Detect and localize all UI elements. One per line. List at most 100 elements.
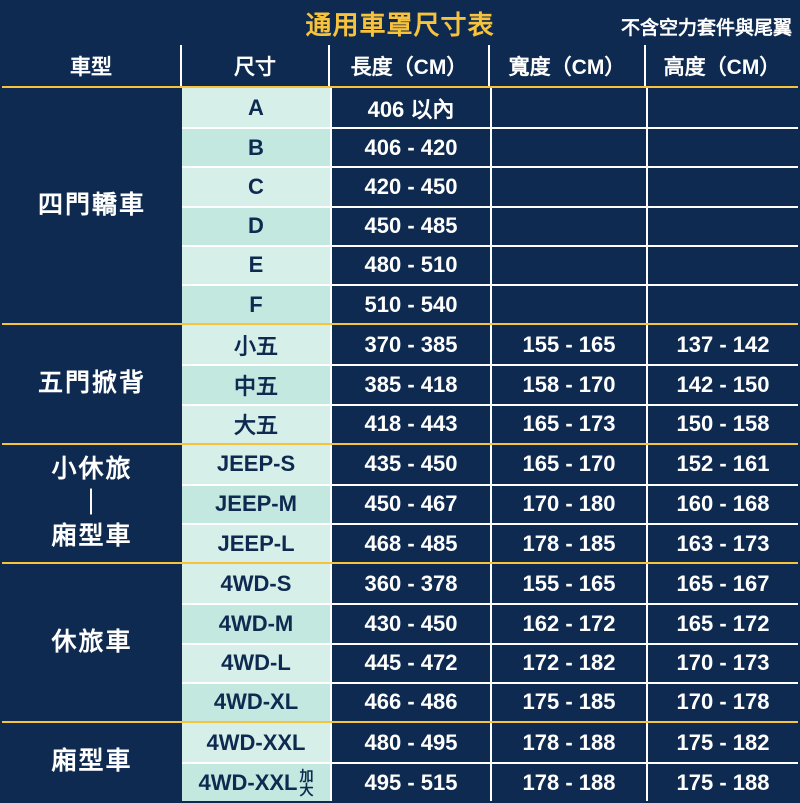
- width-cell: 155 - 165: [490, 564, 646, 603]
- length-cell: 495 - 515: [330, 764, 490, 801]
- width-cell: 158 - 170: [490, 366, 646, 403]
- table-row: C420 - 450: [182, 166, 798, 205]
- size-cell: 中五: [182, 366, 330, 403]
- header-width: 寬度（CM）: [490, 45, 646, 86]
- length-cell: 420 - 450: [330, 168, 490, 205]
- table-row: JEEP-S435 - 450165 - 170152 - 161: [182, 445, 798, 484]
- group-rows: A406 以內B406 - 420C420 - 450D450 - 485E48…: [182, 88, 798, 323]
- height-cell: 142 - 150: [646, 366, 798, 403]
- group: 廂型車4WD-XXL480 - 495178 - 188175 - 1824WD…: [2, 721, 798, 801]
- length-cell: 480 - 510: [330, 247, 490, 284]
- height-cell: [646, 129, 798, 166]
- width-cell: 178 - 188: [490, 764, 646, 801]
- height-cell: 165 - 172: [646, 605, 798, 642]
- table-row: D450 - 485: [182, 206, 798, 245]
- header-length: 長度（CM）: [330, 45, 490, 86]
- height-cell: [646, 168, 798, 205]
- height-cell: 170 - 178: [646, 684, 798, 721]
- group-label: 四門轎車: [2, 88, 182, 323]
- width-cell: [490, 247, 646, 284]
- height-cell: 165 - 167: [646, 564, 798, 603]
- group: 休旅車4WD-S360 - 378155 - 165165 - 1674WD-M…: [2, 562, 798, 721]
- group: 四門轎車A406 以內B406 - 420C420 - 450D450 - 48…: [2, 86, 798, 323]
- header-size: 尺寸: [182, 45, 330, 86]
- table-row: E480 - 510: [182, 245, 798, 284]
- height-cell: 150 - 158: [646, 406, 798, 443]
- table-row: B406 - 420: [182, 127, 798, 166]
- table-row: 大五418 - 443165 - 173150 - 158: [182, 404, 798, 443]
- length-cell: 385 - 418: [330, 366, 490, 403]
- table-row: 4WD-L445 - 472172 - 182170 - 173: [182, 643, 798, 682]
- length-cell: 360 - 378: [330, 564, 490, 603]
- group-rows: 4WD-S360 - 378155 - 165165 - 1674WD-M430…: [182, 564, 798, 721]
- table-note: 不含空力套件與尾翼: [621, 13, 792, 40]
- height-cell: [646, 286, 798, 323]
- title-row: 通用車罩尺寸表 不含空力套件與尾翼: [2, 2, 798, 44]
- size-cell: JEEP-M: [182, 486, 330, 523]
- width-cell: 170 - 180: [490, 486, 646, 523]
- height-cell: [646, 208, 798, 245]
- width-cell: [490, 208, 646, 245]
- width-cell: 155 - 165: [490, 325, 646, 364]
- group-label: 小休旅 ｜ 廂型車: [2, 445, 182, 563]
- length-cell: 445 - 472: [330, 645, 490, 682]
- size-cell: 4WD-XXL加 大: [182, 764, 330, 801]
- width-cell: 178 - 185: [490, 525, 646, 562]
- length-cell: 510 - 540: [330, 286, 490, 323]
- group-rows: JEEP-S435 - 450165 - 170152 - 161JEEP-M4…: [182, 445, 798, 563]
- width-cell: 172 - 182: [490, 645, 646, 682]
- group-rows: 小五370 - 385155 - 165137 - 142中五385 - 418…: [182, 325, 798, 443]
- table-row: 4WD-XXL加 大495 - 515178 - 188175 - 188: [182, 762, 798, 801]
- table-row: 4WD-S360 - 378155 - 165165 - 167: [182, 564, 798, 603]
- table-title: 通用車罩尺寸表: [305, 5, 494, 42]
- size-cell: E: [182, 247, 330, 284]
- length-cell: 430 - 450: [330, 605, 490, 642]
- table-row: JEEP-M450 - 467170 - 180160 - 168: [182, 484, 798, 523]
- header-height: 高度（CM）: [646, 45, 798, 86]
- height-cell: [646, 88, 798, 127]
- size-cell: 4WD-XXL: [182, 723, 330, 762]
- size-cell: 4WD-M: [182, 605, 330, 642]
- length-cell: 406 - 420: [330, 129, 490, 166]
- size-cell: 4WD-L: [182, 645, 330, 682]
- length-cell: 450 - 467: [330, 486, 490, 523]
- width-cell: 178 - 188: [490, 723, 646, 762]
- width-cell: [490, 168, 646, 205]
- length-cell: 480 - 495: [330, 723, 490, 762]
- length-cell: 406 以內: [330, 88, 490, 127]
- size-cell: 4WD-XL: [182, 684, 330, 721]
- height-cell: 175 - 188: [646, 764, 798, 801]
- table-row: 4WD-M430 - 450162 - 172165 - 172: [182, 603, 798, 642]
- table-row: F510 - 540: [182, 284, 798, 323]
- width-cell: 162 - 172: [490, 605, 646, 642]
- height-cell: [646, 247, 798, 284]
- length-cell: 370 - 385: [330, 325, 490, 364]
- width-cell: [490, 88, 646, 127]
- header-vehicle-type: 車型: [2, 45, 182, 86]
- width-cell: 165 - 173: [490, 406, 646, 443]
- size-cell: A: [182, 88, 330, 127]
- header-row: 車型 尺寸 長度（CM） 寬度（CM） 高度（CM）: [2, 44, 798, 86]
- size-cell: C: [182, 168, 330, 205]
- size-cell: 大五: [182, 406, 330, 443]
- group-label: 休旅車: [2, 564, 182, 721]
- table-row: 4WD-XL466 - 486175 - 185170 - 178: [182, 682, 798, 721]
- group-label: 廂型車: [2, 723, 182, 801]
- width-cell: [490, 129, 646, 166]
- size-cell: JEEP-S: [182, 445, 330, 484]
- size-cell: F: [182, 286, 330, 323]
- size-cell: D: [182, 208, 330, 245]
- height-cell: 152 - 161: [646, 445, 798, 484]
- size-cell: JEEP-L: [182, 525, 330, 562]
- height-cell: 163 - 173: [646, 525, 798, 562]
- width-cell: 165 - 170: [490, 445, 646, 484]
- height-cell: 170 - 173: [646, 645, 798, 682]
- length-cell: 466 - 486: [330, 684, 490, 721]
- height-cell: 160 - 168: [646, 486, 798, 523]
- size-cell: 小五: [182, 325, 330, 364]
- group-rows: 4WD-XXL480 - 495178 - 188175 - 1824WD-XX…: [182, 723, 798, 801]
- group-label: 五門掀背: [2, 325, 182, 443]
- length-cell: 450 - 485: [330, 208, 490, 245]
- group: 小休旅 ｜ 廂型車JEEP-S435 - 450165 - 170152 - 1…: [2, 443, 798, 563]
- width-cell: [490, 286, 646, 323]
